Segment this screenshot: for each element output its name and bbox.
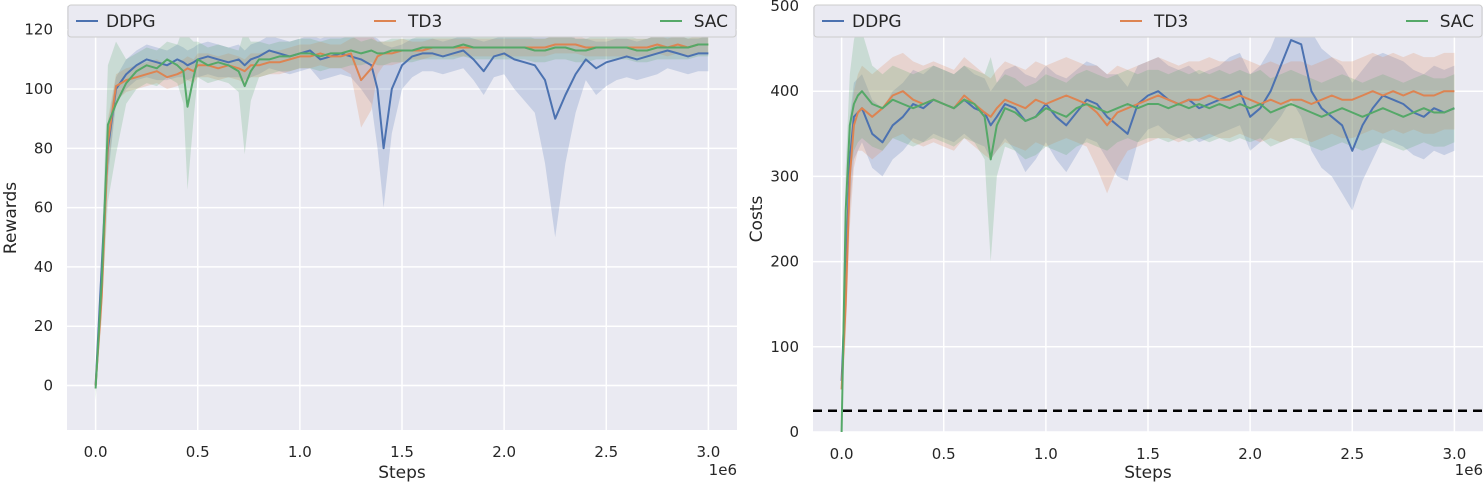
legend: DDPG TD3 SAC <box>67 4 737 38</box>
legend-label-sac: SAC <box>694 12 728 32</box>
legend-label-td3: TD3 <box>1153 12 1188 32</box>
legend-label-sac: SAC <box>1440 12 1474 32</box>
line-sac <box>840 90 1455 432</box>
y-tick-label: 20 <box>34 317 53 335</box>
y-tick-label: 80 <box>34 139 53 157</box>
x-tick-label: 3.0 <box>696 443 720 461</box>
band-ddpg <box>841 6 1455 398</box>
y-axis-label: Rewards <box>1 182 21 254</box>
x-axis-label: Steps <box>378 463 426 483</box>
y-tick-label: 0 <box>43 377 53 395</box>
x-tick-label: 3.0 <box>1442 445 1466 463</box>
x-tick-label: 1.5 <box>390 443 414 461</box>
legend-label-ddpg: DDPG <box>852 12 902 32</box>
band-ddpg <box>95 11 709 392</box>
legend-box <box>67 4 737 38</box>
x-tick-label: 0.0 <box>830 445 854 463</box>
x-axis-label: Steps <box>1124 463 1172 483</box>
x-tick-label: 0.5 <box>932 445 956 463</box>
y-axis-label: Costs <box>747 196 767 243</box>
x-tick-label: 0.5 <box>186 443 210 461</box>
y-tick-label: 500 <box>770 0 799 15</box>
y-tick-label: 100 <box>770 338 799 356</box>
line-sac <box>94 43 709 389</box>
y-tick-label: 40 <box>34 258 53 276</box>
y-tick-label: 60 <box>34 199 53 217</box>
legend-box <box>813 4 1483 38</box>
x-tick-label: 2.5 <box>1340 445 1364 463</box>
band-sac <box>95 26 709 401</box>
y-tick-label: 300 <box>770 167 799 185</box>
x-tick-label: 2.0 <box>1238 445 1262 463</box>
x-tick-label: 2.5 <box>594 443 618 461</box>
costs-chart-panel: 0.0 0.5 1.0 1.5 2.0 2.5 3.0 0 100 200 300 400 500 Ste… <box>747 0 1483 483</box>
x-offset-label: 1e6 <box>709 461 737 479</box>
x-offset-label: 1e6 <box>1455 461 1483 479</box>
series-layer <box>94 11 709 401</box>
x-tick-label: 1.5 <box>1136 445 1160 463</box>
x-tick-label: 2.0 <box>492 443 516 461</box>
y-tick-label: 100 <box>24 80 53 98</box>
line-ddpg <box>94 49 709 386</box>
y-tick-label: 400 <box>770 82 799 100</box>
line-ddpg <box>840 39 1455 381</box>
y-tick-label: 0 <box>789 423 799 441</box>
x-tick-label: 1.0 <box>288 443 312 461</box>
x-tick-label: 1.0 <box>1034 445 1058 463</box>
x-tick-label: 0.0 <box>84 443 108 461</box>
legend-label-td3: TD3 <box>407 12 442 32</box>
y-tick-label: 200 <box>770 253 799 271</box>
y-tick-label: 120 <box>24 21 53 39</box>
legend-label-ddpg: DDPG <box>106 12 156 32</box>
legend: DDPG TD3 SAC <box>813 4 1483 38</box>
rewards-chart-panel: 0.0 0.5 1.0 1.5 2.0 2.5 3.0 0 20 40 60 80 100 120 Step… <box>1 4 737 483</box>
band-sac <box>841 23 1455 432</box>
series-layer <box>840 6 1455 432</box>
line-td3 <box>840 90 1455 390</box>
